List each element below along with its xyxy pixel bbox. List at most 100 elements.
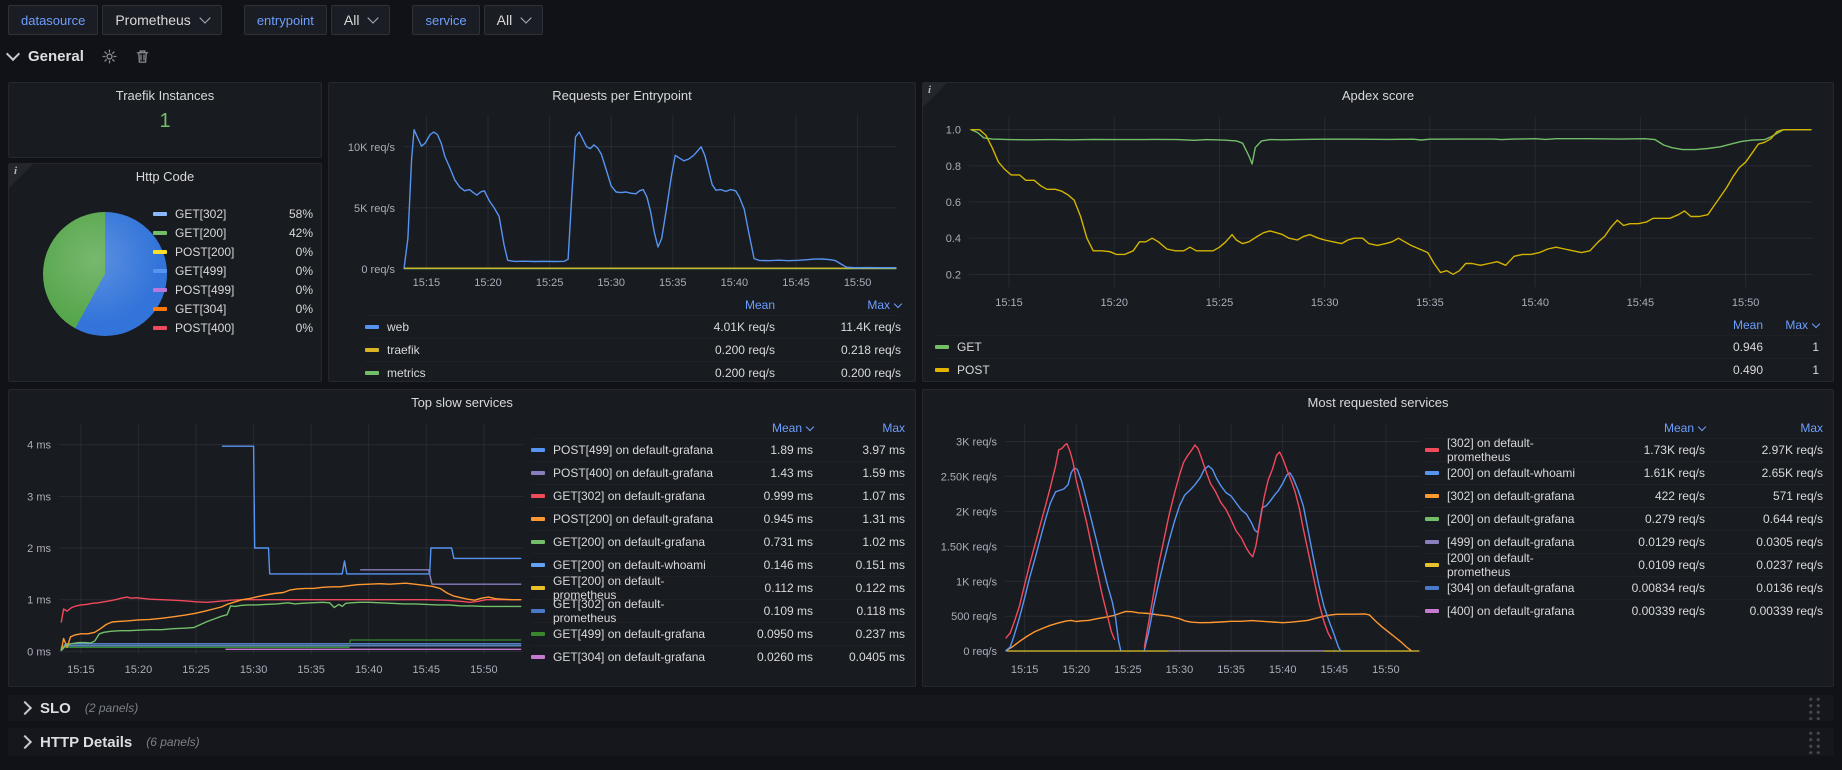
series-label[interactable]: GET [957, 340, 982, 354]
series-label[interactable]: [302] on default-grafana [1447, 489, 1575, 503]
series-label[interactable]: [304] on default-grafana [1447, 581, 1575, 595]
series-label[interactable]: POST[400] [175, 320, 235, 335]
row-header-http-details[interactable]: HTTP Details (6 panels) [8, 728, 1834, 756]
series-max: 3.97 ms [862, 443, 905, 457]
requests-per-entrypoint-chart[interactable]: 15:15 15:20 15:25 15:30 15:35 15:40 15:45 15:50… [337, 107, 909, 293]
panel-info-icon[interactable]: i [923, 83, 947, 107]
panel-info-icon[interactable]: i [9, 164, 33, 188]
drag-handle-icon[interactable] [1807, 730, 1822, 754]
svg-text:15:25: 15:25 [1114, 664, 1142, 676]
legend-row: POST 0.490 1 [935, 358, 1819, 381]
panel-title-http-code[interactable]: Http Code [135, 169, 195, 184]
legend-sort-mean[interactable]: Mean [744, 298, 775, 312]
drag-handle-icon[interactable] [1807, 696, 1822, 720]
svg-text:15:40: 15:40 [1269, 664, 1297, 676]
series-color-swatch [531, 517, 545, 521]
svg-text:0 ms: 0 ms [27, 646, 51, 658]
row-title[interactable]: HTTP Details [40, 733, 133, 751]
series-label[interactable]: POST[400] on default-grafana [553, 466, 714, 480]
top-slow-services-chart[interactable]: 15:15 15:20 15:25 15:30 15:35 15:40 15:45 15:50… [13, 414, 529, 680]
sort-chevron-icon [893, 299, 903, 309]
series-percent: 0% [295, 282, 313, 297]
svg-text:15:45: 15:45 [782, 277, 810, 289]
legend-sort-mean[interactable]: Mean [1597, 421, 1707, 435]
row-settings-button[interactable] [102, 49, 117, 64]
series-color-swatch [1425, 586, 1439, 590]
panel-title-traefik-instances[interactable]: Traefik Instances [115, 88, 215, 103]
series-mean: 0.0109 req/s [1638, 558, 1705, 572]
legend-sort-max[interactable]: Max [882, 421, 905, 435]
series-color-swatch [1425, 540, 1439, 544]
gear-icon [102, 49, 117, 64]
series-label[interactable]: GET[304] [175, 301, 227, 316]
series-label[interactable]: POST [957, 363, 990, 377]
series-label[interactable]: traefik [387, 343, 420, 357]
chevron-down-icon [5, 46, 21, 62]
series-label[interactable]: GET[200] [175, 225, 227, 240]
panel-top-slow-services: Top slow services 15:15 15:20 15:25 15:30 15… [8, 389, 916, 687]
panel-title-most-requested-services[interactable]: Most requested services [1307, 395, 1449, 410]
series-label[interactable]: GET[302] [175, 206, 227, 221]
row-title[interactable]: SLO [40, 699, 71, 717]
legend-sort-max[interactable]: Max [1771, 318, 1821, 332]
series-label[interactable]: GET[499] [175, 263, 227, 278]
panel-title-apdex-score[interactable]: Apdex score [1341, 88, 1415, 103]
legend-row: GET[200] on default-grafana 0.731 ms 1.0… [531, 530, 905, 553]
svg-text:0 req/s: 0 req/s [361, 264, 395, 276]
legend-sort-max[interactable]: Max [783, 298, 903, 312]
series-label[interactable]: [499] on default-grafana [1447, 535, 1575, 549]
series-label[interactable]: [200] on default-prometheus [1447, 551, 1534, 579]
legend-sort-mean[interactable]: Mean [1732, 318, 1763, 332]
series-mean: 0.200 req/s [714, 343, 775, 357]
series-label[interactable]: web [387, 320, 410, 334]
panel-title-top-slow-services[interactable]: Top slow services [411, 395, 513, 410]
row-delete-button[interactable] [135, 49, 150, 64]
series-color-swatch [1425, 609, 1439, 613]
series-label[interactable]: [200] on default-grafana [1447, 512, 1575, 526]
series-color-swatch [531, 563, 545, 567]
most-requested-services-legend: Mean Max [302] on default-prometheus 1.7… [1425, 418, 1823, 622]
series-label[interactable]: POST[200] on default-grafana [553, 512, 714, 526]
series-mean: 4.01K req/s [713, 320, 775, 334]
row-title[interactable]: General [28, 48, 84, 65]
filter-value-datasource[interactable]: Prometheus [102, 5, 222, 35]
series-label[interactable]: POST[499] on default-grafana [553, 443, 714, 457]
series-label[interactable]: GET[200] on default-whoami [553, 558, 706, 572]
svg-text:2.50K req/s: 2.50K req/s [941, 471, 998, 483]
series-mean: 0.00339 req/s [1631, 604, 1705, 618]
series-label[interactable]: GET[302] on default-grafana [553, 489, 706, 503]
series-label[interactable]: GET[304] on default-grafana [553, 650, 706, 664]
legend-row: GET[302] on default-grafana 0.999 ms 1.0… [531, 484, 905, 507]
series-label[interactable]: GET[302] on default-prometheus [553, 597, 665, 625]
filter-value-service[interactable]: All [483, 5, 544, 35]
series-label[interactable]: metrics [387, 366, 426, 380]
svg-text:15:15: 15:15 [413, 277, 441, 289]
series-color-swatch [153, 230, 167, 235]
legend-sort-max[interactable]: Max [1800, 421, 1823, 435]
series-label[interactable]: POST[499] [175, 282, 235, 297]
svg-text:3 ms: 3 ms [27, 491, 51, 503]
row-header-general[interactable]: General [5, 46, 150, 65]
series-label[interactable]: GET[200] on default-prometheus [553, 574, 665, 602]
series-label[interactable]: GET[200] on default-grafana [553, 535, 706, 549]
series-label[interactable]: POST[200] [175, 244, 235, 259]
panel-title-requests-per-entrypoint[interactable]: Requests per Entrypoint [552, 88, 692, 103]
filter-entrypoint: entrypoint All [243, 5, 391, 35]
series-color-swatch [153, 249, 167, 254]
apdex-score-chart[interactable]: 15:15 15:20 15:25 15:30 15:35 15:40 15:45 15:50… [931, 107, 1827, 313]
legend-sort-mean[interactable]: Mean [733, 421, 815, 435]
svg-text:15:15: 15:15 [1011, 664, 1039, 676]
series-label[interactable]: [302] on default-prometheus [1447, 436, 1534, 464]
filter-value-entrypoint[interactable]: All [330, 5, 391, 35]
dashboard-variables-bar: datasource Prometheus entrypoint All ser… [8, 4, 544, 36]
series-max: 0.237 ms [855, 627, 905, 641]
row-header-slo[interactable]: SLO (2 panels) [8, 695, 1834, 721]
series-color-swatch [531, 586, 545, 590]
http-code-pie-chart[interactable] [43, 212, 167, 336]
series-label[interactable]: [200] on default-whoami [1447, 466, 1576, 480]
most-requested-services-chart[interactable]: 15:15 15:20 15:25 15:30 15:35 15:40 15:45 15:50… [927, 414, 1427, 680]
series-mean: 1.73K req/s [1643, 443, 1705, 457]
series-label[interactable]: [400] on default-grafana [1447, 604, 1575, 618]
series-label[interactable]: GET[499] on default-grafana [553, 627, 706, 641]
svg-text:15:15: 15:15 [67, 664, 95, 676]
